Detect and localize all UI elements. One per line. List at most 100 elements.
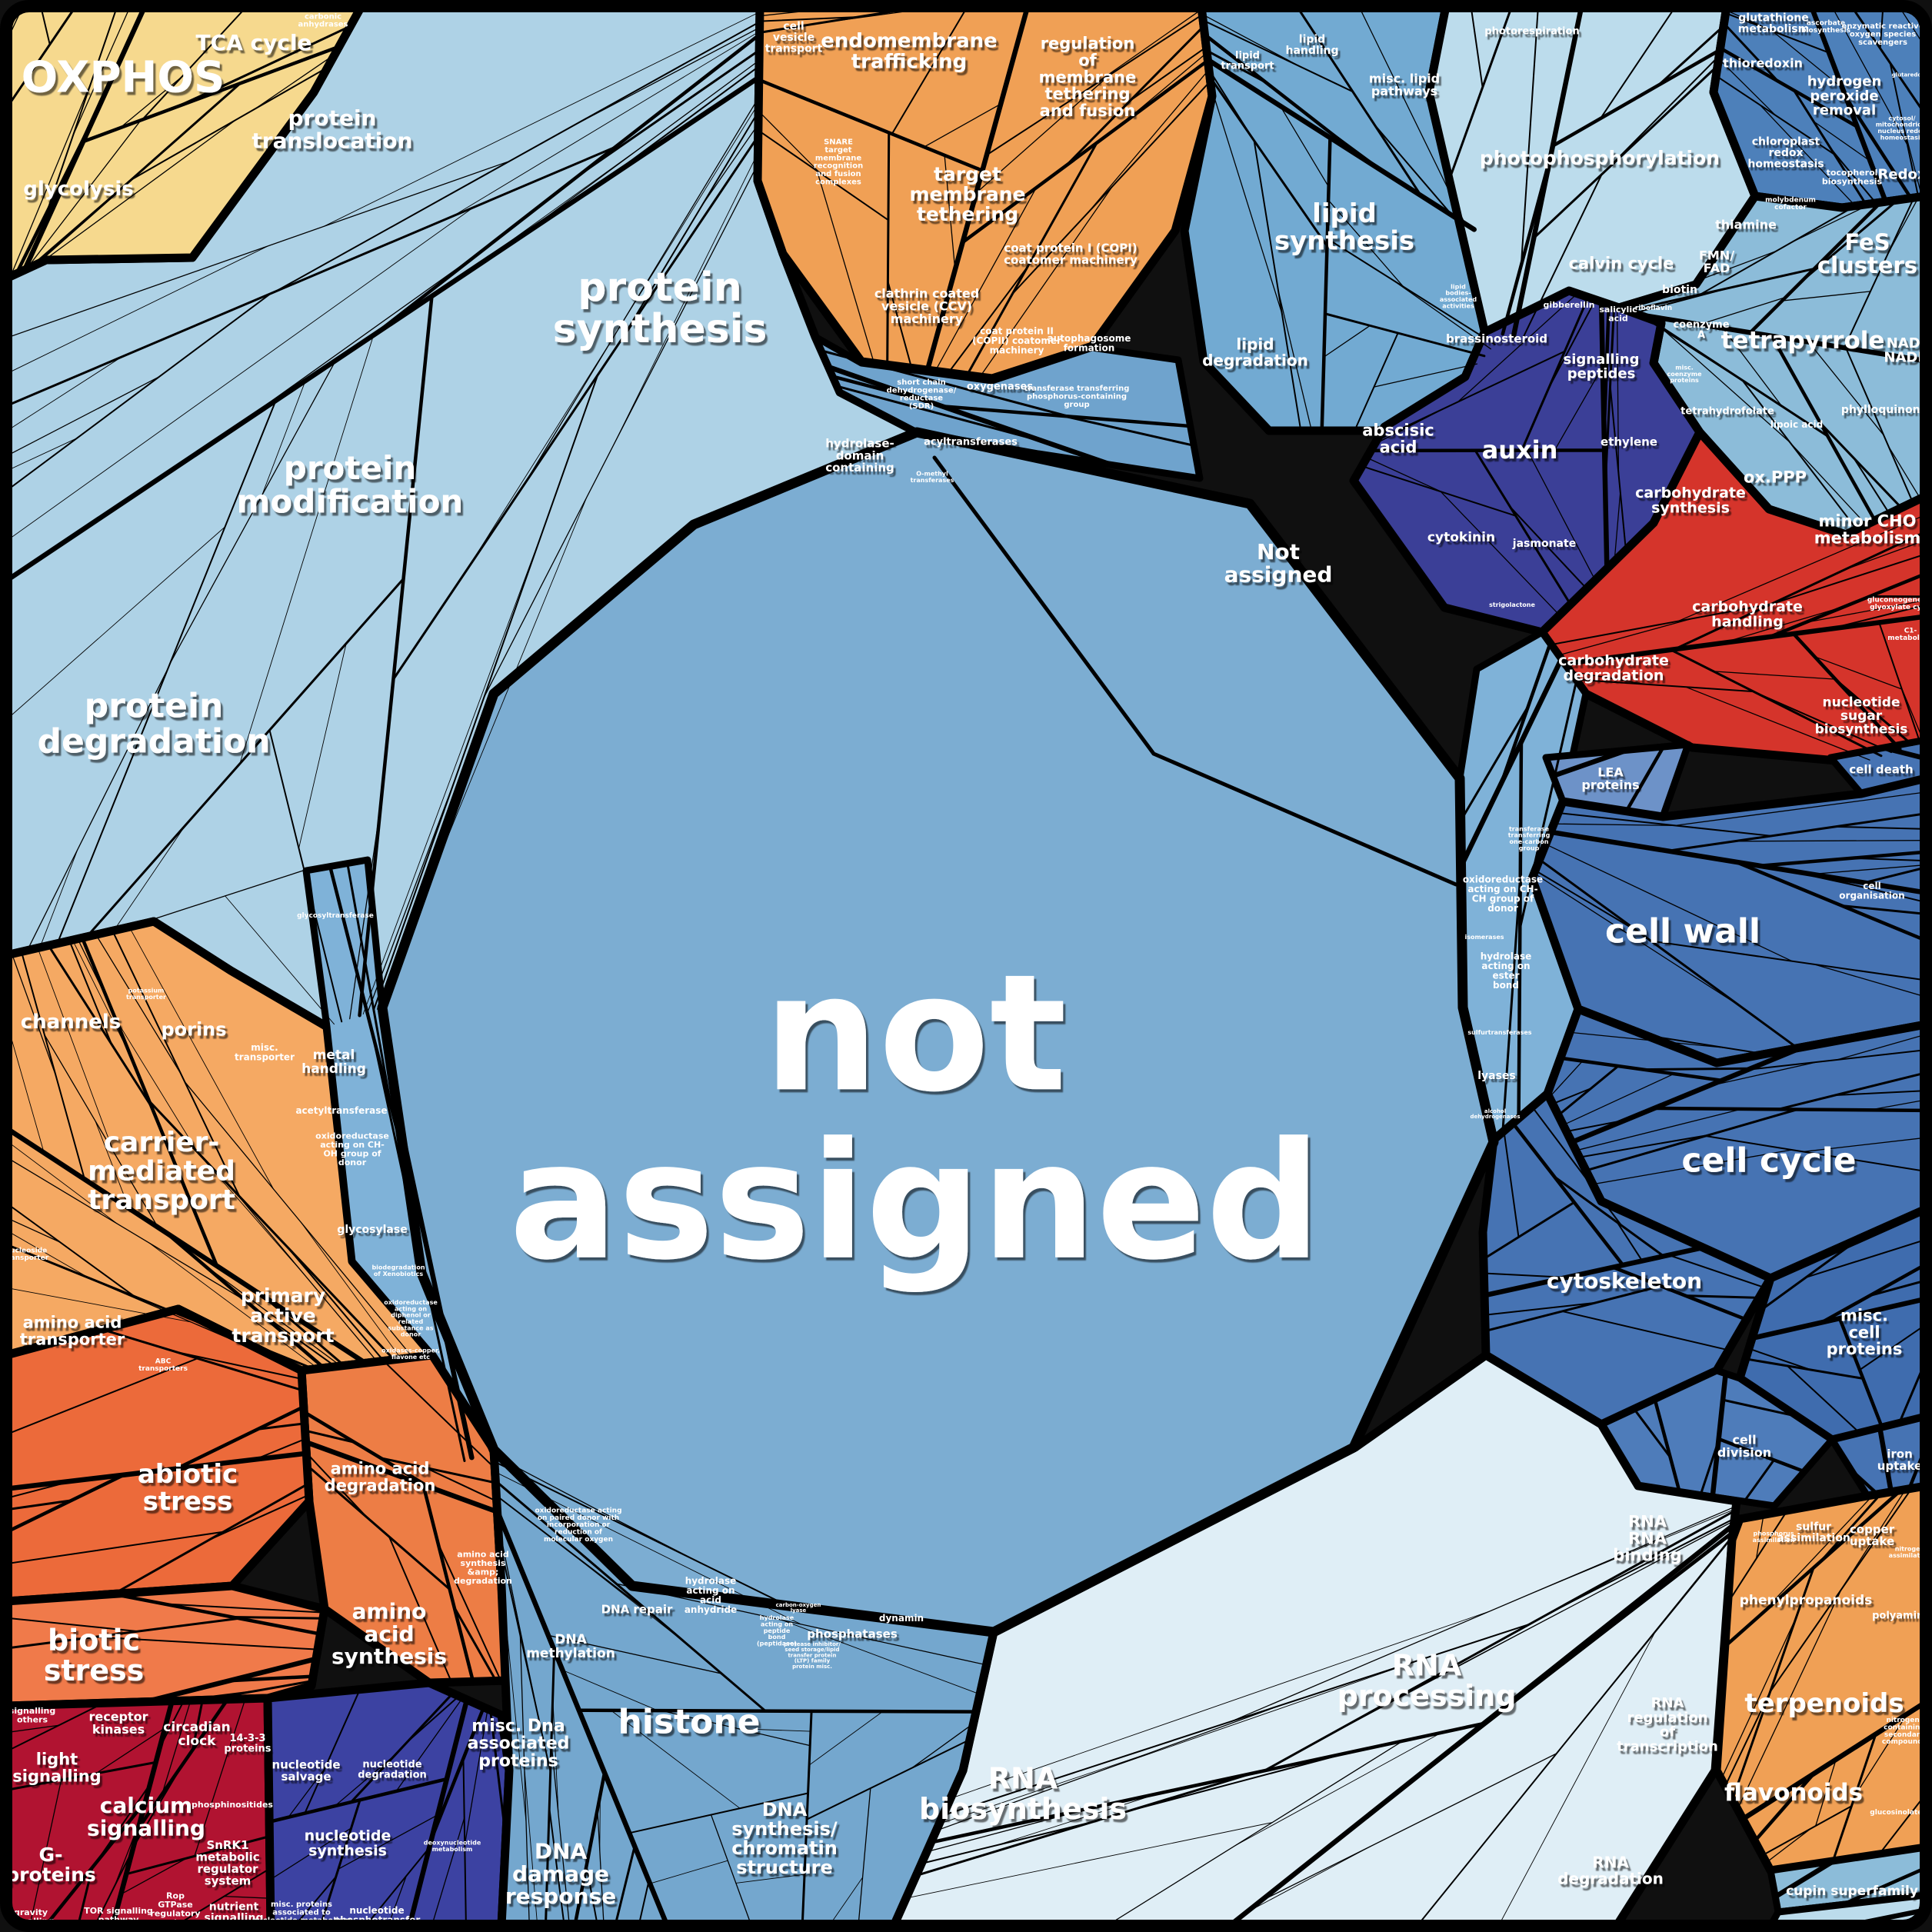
cell-border: [37, 948, 114, 1152]
region-label-redox-2: enzymatic reactive oxygen species scavenge…: [1842, 22, 1924, 47]
cell-border: [6, 207, 475, 542]
region-label-misc-cell-proteins-0: misc. cell proteins: [1827, 1307, 1903, 1359]
region-label-endomembrane-0: cell vesicle transport: [765, 20, 823, 55]
region-label-lipid-5: lipid bodies-associated activities: [1440, 283, 1477, 309]
cell-border: [1755, 1514, 1764, 1560]
region-label-carbohydrate-5: nucleotide sugar biosynthesis: [1815, 695, 1908, 737]
region-label-dna-11: phosphatases: [807, 1627, 898, 1641]
cell-border: [1474, 449, 1572, 606]
cell-border: [323, 12, 761, 227]
region-label-endomembrane-5: clathrin coated vesicle (CCV) machinery: [874, 286, 979, 326]
cell-border: [1202, 19, 1354, 93]
region-label-transport-8: ABC transporters: [138, 1357, 188, 1372]
cell-border: [524, 97, 760, 485]
cell-border: [933, 1757, 966, 1837]
cell-border: [551, 1742, 571, 1926]
region-label-hormones-8: jasmonate: [1512, 538, 1576, 550]
cell-border: [26, 667, 169, 951]
region-label-hormones-2: brassinosteroid: [1446, 331, 1547, 345]
cell-border: [1642, 1067, 1752, 1071]
cell-border: [548, 1807, 565, 1926]
cell-border: [1569, 1044, 1806, 1145]
cell-border: [6, 1287, 192, 1323]
cell-border: [577, 1708, 978, 1714]
region-label-enzyme-strip-right-1: oxidoreductase acting on CH-CH group of do…: [1463, 874, 1543, 913]
cell-border: [39, 849, 78, 948]
cell-border: [1803, 1137, 1926, 1153]
region-label-photosynthesis-0: photorespiration: [1484, 26, 1579, 38]
region-label-enzyme-strip-right-3: hydrolase acting on ester bond: [1481, 951, 1532, 990]
cell-border: [493, 1461, 789, 1607]
cell-border: [349, 1692, 455, 1804]
cell-border: [1294, 1645, 1587, 1875]
cell-border: [1103, 1656, 1430, 1770]
region-label-endomembrane-7: coat protein II (COPII) coatomer machinery: [972, 326, 1061, 356]
cell-border: [407, 1697, 470, 1926]
cell-border: [1497, 1632, 1656, 1926]
region-label-endomembrane-3: target membrane tethering: [910, 163, 1026, 225]
cell-border: [303, 1439, 500, 1514]
region-label-hormones-1: salicylic acid: [1599, 305, 1637, 323]
cell-border: [938, 1752, 1151, 1824]
cell-border: [95, 1727, 165, 1774]
cell-border: [1650, 940, 1926, 981]
cell-border: [15, 115, 96, 276]
cell-border: [175, 1690, 255, 1702]
cell-border: [1574, 678, 1754, 693]
region-label-dna-5: protease inhibitor/seed storage/lipid tra…: [784, 1641, 841, 1670]
region-label-enzyme-strip-top-2: transferase transferring phosphorus-conta…: [1024, 385, 1130, 409]
region-label-secondary-metabolism-4: phenylpropanoids: [1740, 1593, 1873, 1608]
region-not-assigned[interactable]: [377, 427, 1499, 1637]
region-label-cofactors-8: tetrapyrrole: [1721, 327, 1885, 355]
region-label-enzyme-strip-right-0: transferase transferring one-carbon group: [1508, 825, 1551, 851]
cell-border: [301, 1410, 431, 1489]
cell-border: [6, 160, 511, 339]
cell-border: [217, 250, 483, 440]
region-label-rna-4: RNA degradation: [1557, 1854, 1664, 1888]
cell-border: [1734, 860, 1926, 943]
region-label-endomembrane-4: SNARE target membrane recognition and fusion…: [814, 138, 863, 187]
cell-border: [1644, 1034, 1781, 1058]
cell-border: [1718, 46, 1859, 128]
cell-border: [6, 356, 123, 432]
cell-border: [1850, 6, 1926, 117]
cell-border: [1208, 68, 1253, 138]
cell-border: [1810, 864, 1926, 875]
cell-border: [613, 152, 758, 445]
cell-border: [1699, 205, 1857, 295]
cell-border: [1858, 1324, 1926, 1371]
cell-border: [1527, 449, 1596, 581]
cell-border: [6, 1617, 139, 1633]
cell-border: [101, 1328, 305, 1392]
cell-border: [1840, 1866, 1926, 1907]
cell-border: [184, 1081, 414, 1358]
region-label-redox-0: glutathione metabolism: [1738, 12, 1809, 36]
cell-border: [1599, 6, 1677, 120]
cell-border: [1521, 295, 1590, 452]
cell-border: [1652, 1106, 1926, 1113]
region-cell-wall[interactable]: [1527, 774, 1926, 1068]
cell-border: [462, 1757, 467, 1926]
cell-border: [552, 1696, 559, 1815]
region-label-carbohydrate-7: C1-metabolism: [1887, 627, 1932, 641]
cell-border: [6, 1499, 73, 1511]
cell-border: [44, 1034, 159, 1228]
cell-border: [6, 438, 78, 471]
cell-border: [948, 266, 1028, 374]
cell-border: [395, 1697, 464, 1792]
cell-border: [1484, 1301, 1597, 1316]
cell-border: [452, 31, 761, 217]
region-label-photosynthesis-2: calvin cycle: [1569, 254, 1674, 272]
cell-border: [1754, 691, 1893, 754]
cell-border: [431, 1817, 465, 1926]
region-label-carbohydrate-4: carbohydrate degradation: [1558, 652, 1669, 685]
region-label-carbohydrate-3: carbohydrate handling: [1692, 598, 1803, 631]
cell-border: [1887, 196, 1920, 255]
cell-border: [1635, 311, 1926, 364]
cell-border: [1771, 30, 1844, 89]
cell-border: [1482, 1201, 1576, 1261]
cell-border: [610, 1710, 741, 1809]
cell-border: [234, 1191, 378, 1363]
cell-border: [1879, 6, 1884, 49]
